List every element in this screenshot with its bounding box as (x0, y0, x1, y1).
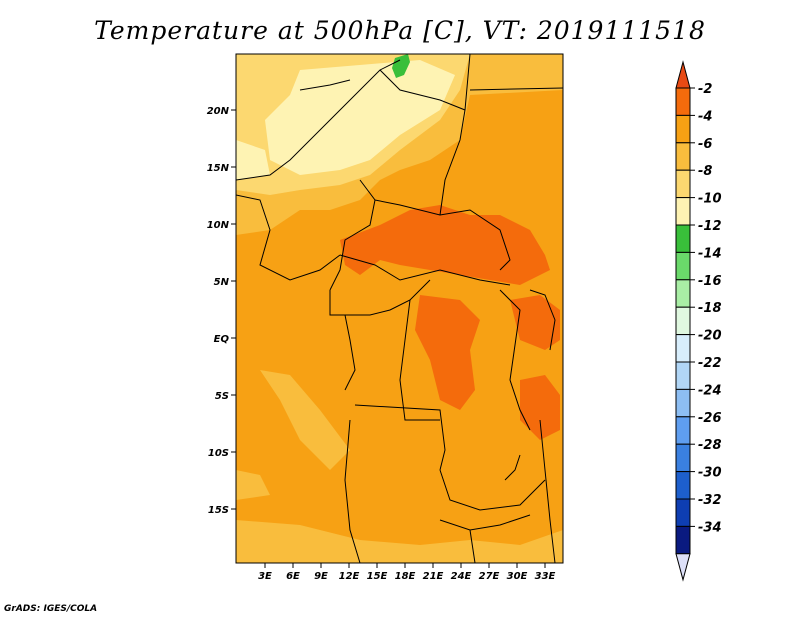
lon-label-3e: 3E (258, 571, 272, 582)
colorbar-label: -18 (698, 301, 722, 316)
colorbar-labels: -2 -4 -6 -8 -10 -12 -14 -16 -18 -20 -22 -24 -26 -28 -3… (690, 82, 722, 535)
colorbar-swatch (675, 416, 691, 445)
lat-label-10n: 10N (207, 220, 230, 231)
colorbar-swatch (675, 443, 691, 473)
colorbar-label: -24 (698, 383, 722, 398)
colorbar-label: -20 (698, 329, 722, 344)
colorbar-arrow-bottom (675, 553, 691, 582)
colorbar-swatch (675, 306, 691, 336)
colorbar-swatch (675, 87, 691, 116)
colorbar-swatch (675, 224, 691, 253)
lon-label-33e: 33E (535, 571, 556, 582)
lat-label-5s: 5S (215, 391, 229, 402)
lat-label-10s: 10S (208, 448, 229, 459)
colorbar-swatch (675, 361, 691, 390)
temperature-field (236, 54, 563, 563)
colorbar-swatch (675, 251, 691, 281)
lat-label-20n: 20N (207, 106, 230, 117)
colorbar-swatch (675, 498, 691, 527)
lon-label-18e: 18E (395, 571, 416, 582)
colorbar-swatch (675, 525, 691, 555)
colorbar-label: -16 (698, 274, 722, 289)
grads-credit: GrADS: IGES/COLA (4, 604, 98, 614)
colorbar-label: -10 (698, 192, 722, 207)
colorbar-label: -34 (698, 520, 722, 535)
lon-label-27e: 27E (479, 571, 500, 582)
colorbar-label: -22 (698, 356, 722, 371)
colorbar-swatch (675, 197, 691, 226)
lon-labels: 3E 6E 9E 12E 15E 18E 21E 24E 27E 30E 33E (258, 571, 555, 582)
colorbar-swatch (675, 471, 691, 500)
lon-label-15e: 15E (367, 571, 388, 582)
colorbar-label: -6 (698, 137, 712, 152)
colorbar-label: -28 (698, 438, 722, 453)
plot-frame (235, 53, 564, 564)
lon-label-12e: 12E (339, 571, 360, 582)
lat-label-15s: 15S (208, 505, 229, 516)
colorbar-label: -4 (698, 109, 712, 124)
lat-ticks (231, 109, 236, 510)
colorbar-swatch (675, 114, 691, 144)
lon-ticks (264, 563, 546, 568)
lon-label-21e: 21E (423, 571, 444, 582)
lat-labels: 20N 15N 10N 5N EQ 5S 10S 15S (207, 106, 230, 516)
lat-label-5n: 5N (214, 277, 230, 288)
colorbar-swatch (675, 142, 691, 171)
colorbar-swatch (675, 388, 691, 418)
lon-label-24e: 24E (451, 571, 472, 582)
colorbar-label: -2 (698, 82, 712, 97)
colorbar (675, 60, 691, 582)
country-borders (236, 54, 563, 563)
colorbar-swatch (675, 169, 691, 199)
colorbar-label: -26 (698, 411, 722, 426)
colorbar-swatch (675, 279, 691, 308)
lon-label-30e: 30E (507, 571, 528, 582)
colorbar-label: -12 (698, 219, 722, 234)
map-title: Temperature at 500hPa [C], VT: 201911151… (94, 16, 706, 45)
colorbar-label: -30 (698, 466, 722, 481)
lat-label-15n: 15N (207, 163, 230, 174)
colorbar-label: -8 (698, 164, 712, 179)
colorbar-swatch (675, 334, 691, 363)
lon-label-9e: 9E (314, 571, 328, 582)
lat-label-eq: EQ (214, 334, 230, 345)
colorbar-arrow-top (675, 60, 691, 89)
colorbar-label: -32 (698, 493, 722, 508)
colorbar-label: -14 (698, 246, 722, 261)
lon-label-6e: 6E (286, 571, 300, 582)
